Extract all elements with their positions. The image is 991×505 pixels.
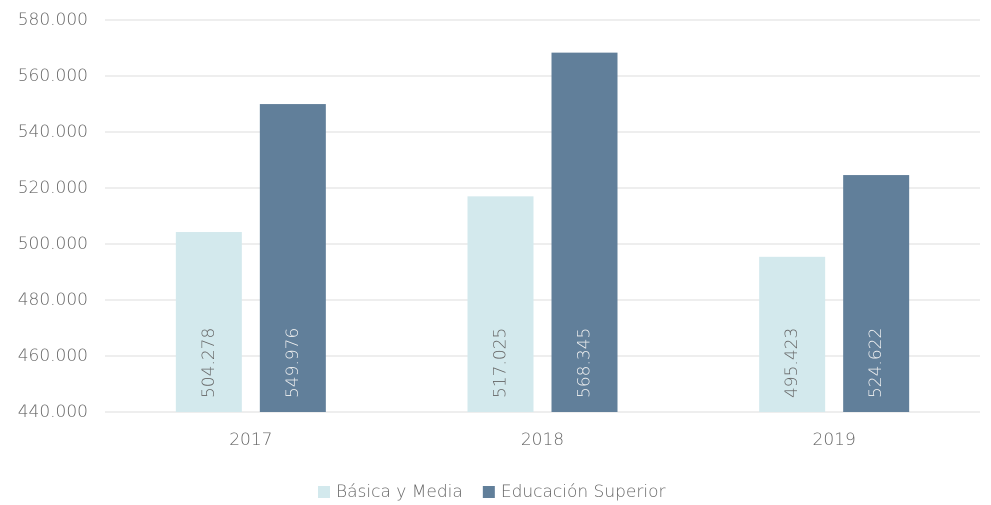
legend-label: Educación Superior [501,482,666,502]
bar [759,256,826,412]
y-tick-label: 500.000 [18,234,88,254]
bar [551,52,618,412]
value-label: 517.025 [491,328,511,398]
value-label: 504.278 [199,328,219,398]
legend-swatch [318,486,330,498]
x-tick-label: 2017 [229,430,272,450]
bar [259,104,326,412]
bar [843,175,910,412]
x-tick-label: 2018 [521,430,564,450]
y-tick-label: 540.000 [18,122,88,142]
legend-label: Básica y Media [336,482,463,502]
value-label: 495.423 [782,328,802,398]
value-label: 568.345 [575,328,595,398]
legend-swatch [482,486,495,498]
y-tick-label: 460.000 [18,346,88,366]
y-tick-label: 520.000 [18,178,88,198]
value-label: 524.622 [866,328,886,398]
x-tick-label: 2019 [813,430,856,450]
bar [467,196,534,412]
y-tick-label: 480.000 [18,290,88,310]
value-label: 549.976 [283,328,303,398]
bar [175,232,242,412]
y-tick-label: 440.000 [18,402,88,422]
y-tick-label: 580.000 [18,10,88,30]
y-tick-label: 560.000 [18,66,88,86]
